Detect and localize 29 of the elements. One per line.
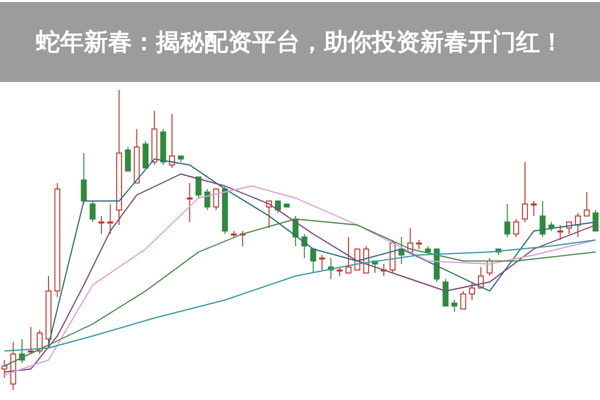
candlestick [513, 218, 520, 238]
candlestick [98, 216, 104, 234]
candlestick [196, 176, 202, 198]
candlestick [90, 200, 96, 222]
candlestick [442, 278, 449, 306]
candlestick [346, 236, 352, 274]
candlestick [319, 254, 325, 270]
candlestick [169, 114, 175, 168]
candlestick [80, 152, 87, 204]
candlestick [124, 146, 131, 172]
candlestick [107, 204, 114, 234]
candlestick [186, 182, 193, 222]
candlestick [274, 200, 281, 214]
candlestick [28, 326, 34, 354]
candlestick [451, 300, 458, 312]
candlestick [142, 140, 149, 168]
candlestick [522, 162, 528, 222]
candlestick [504, 204, 510, 238]
candlestick [540, 200, 546, 238]
candlestick [204, 188, 210, 210]
candlestick [213, 188, 220, 210]
candlestick [592, 210, 599, 232]
candlestick [574, 212, 581, 238]
candlestick [460, 290, 466, 310]
chart-title: 蛇年新春：揭秘配资平台，助你投资新春开门红！ [34, 27, 565, 58]
candlestick [557, 224, 564, 240]
candlestick [584, 192, 590, 216]
candlestick [530, 200, 537, 216]
candlestick [469, 282, 475, 300]
